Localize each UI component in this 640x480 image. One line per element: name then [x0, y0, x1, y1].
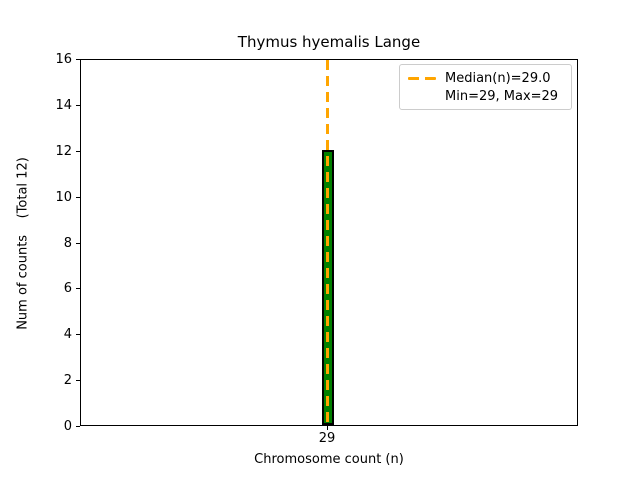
x-axis-label: Chromosome count (n)	[254, 452, 404, 467]
y-tick-mark	[76, 243, 80, 244]
y-tick-mark	[76, 334, 80, 335]
y-tick-mark	[76, 288, 80, 289]
y-tick-label: 0	[63, 419, 72, 434]
y-tick-mark	[76, 426, 80, 427]
legend: Median(n)=29.0 Min=29, Max=29	[399, 64, 572, 110]
y-tick-mark	[76, 105, 80, 106]
x-tick-label: 29	[318, 431, 336, 446]
median-line	[326, 60, 329, 425]
y-tick-label: 12	[55, 144, 72, 159]
y-tick-label: 8	[63, 236, 72, 251]
y-tick-label: 4	[63, 327, 72, 342]
x-tick-mark	[327, 426, 328, 430]
dashed-line-icon	[408, 76, 436, 80]
legend-label-minmax: Min=29, Max=29	[445, 88, 559, 104]
legend-label-median: Median(n)=29.0	[445, 70, 551, 86]
plot-area	[80, 59, 578, 426]
y-tick-mark	[76, 197, 80, 198]
y-tick-label: 10	[55, 190, 72, 205]
y-axis-label: Num of counts (Total 12)	[15, 157, 31, 330]
y-tick-label: 14	[55, 98, 72, 113]
y-tick-mark	[76, 151, 80, 152]
y-tick-label: 6	[63, 281, 72, 296]
y-tick-label: 16	[55, 52, 72, 67]
chart-title: Thymus hyemalis Lange	[237, 33, 421, 51]
y-tick-mark	[76, 59, 80, 60]
y-tick-label: 2	[63, 373, 72, 388]
y-tick-mark	[76, 380, 80, 381]
